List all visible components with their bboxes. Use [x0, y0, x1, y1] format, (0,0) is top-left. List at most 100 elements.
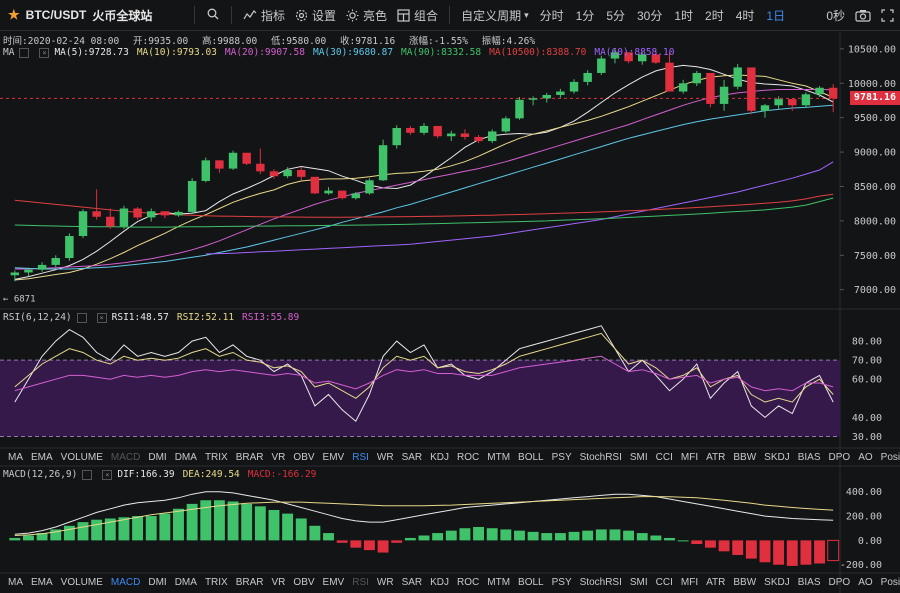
indicator-tab[interactable]: EMV	[322, 451, 345, 463]
indicator-tab[interactable]: WR	[376, 576, 394, 588]
candle-body	[828, 87, 838, 99]
period-tab-active[interactable]: 1日	[766, 8, 786, 23]
indicator-tab[interactable]: DPO	[828, 451, 851, 463]
indicator-tab[interactable]: WR	[376, 451, 394, 463]
indicator-tab[interactable]: CCI	[655, 451, 673, 463]
indicator-tab[interactable]: ATR	[706, 451, 726, 463]
indicator-tab[interactable]: MFI	[680, 576, 699, 588]
indicator-tab[interactable]: VOLUME	[60, 576, 103, 588]
visibility-toggle[interactable]	[19, 47, 30, 58]
indicator-tab[interactable]: BOLL	[518, 576, 544, 588]
candle-body	[187, 180, 197, 212]
star-icon[interactable]: ★	[8, 7, 20, 22]
indicator-tab[interactable]: Position	[880, 451, 900, 463]
indicator-tab[interactable]: EMV	[322, 576, 345, 588]
indicator-tab[interactable]: SMI	[629, 576, 648, 588]
indicator-tab[interactable]: StochRSI	[579, 576, 622, 588]
close-icon[interactable]: ×	[102, 469, 113, 480]
indicator-tab[interactable]: StochRSI	[579, 451, 622, 463]
layout-button[interactable]: 组合	[397, 7, 438, 24]
indicator-tab[interactable]: PSY	[551, 576, 572, 588]
indicator-tab[interactable]: OBV	[293, 451, 315, 463]
indicator-tab[interactable]: SMI	[629, 451, 648, 463]
rsi-line	[14, 332, 834, 403]
indicator-tab[interactable]: SAR	[401, 576, 423, 588]
indicator-tab[interactable]: DMI	[148, 451, 167, 463]
indicator-tab[interactable]: MA	[8, 451, 23, 463]
search-icon[interactable]	[207, 8, 219, 23]
camera-icon[interactable]	[855, 9, 871, 22]
close-icon[interactable]: ×	[96, 312, 107, 323]
indicator-tab[interactable]: EMA	[31, 576, 53, 588]
period-tab[interactable]: 1分	[575, 8, 595, 23]
indicator-tab[interactable]: BRAR	[235, 576, 264, 588]
indicator-tab[interactable]: KDJ	[430, 576, 450, 588]
rsi-axis-label: 40.00	[852, 413, 882, 424]
custom-period-dropdown[interactable]: 自定义周期 ▾	[461, 7, 529, 24]
rsi-axis-label: 30.00	[852, 432, 882, 443]
indicator-tab[interactable]: AO	[858, 451, 873, 463]
indicator-tab[interactable]: CCI	[655, 576, 673, 588]
period-tab[interactable]: 5分	[606, 8, 625, 23]
indicator-tab[interactable]: EMA	[31, 451, 53, 463]
period-tab[interactable]: 1时	[674, 8, 694, 23]
countdown: 0秒	[826, 8, 845, 23]
period-tab[interactable]: 2时	[705, 8, 724, 23]
indicator-tab[interactable]: DMA	[174, 451, 197, 463]
candle-body	[256, 163, 265, 172]
indicator-tab[interactable]: BIAS	[797, 576, 821, 588]
period-tab[interactable]: 4时	[735, 8, 755, 23]
price-axis-label: 9500.00	[854, 113, 896, 124]
indicator-tab[interactable]: SAR	[401, 451, 423, 463]
period-tab[interactable]: 30分	[637, 8, 663, 23]
indicator-tab[interactable]: SKDJ	[764, 451, 790, 463]
ma60-value: MA(60):8858.10	[594, 47, 675, 58]
indicator-tab[interactable]: DPO	[828, 576, 851, 588]
ma10-value: MA(10):9793.03	[136, 47, 217, 58]
indicator-tab[interactable]: MACD	[110, 576, 141, 588]
indicator-tab[interactable]: Position	[880, 576, 900, 588]
indicator-tab[interactable]: VR	[271, 451, 286, 463]
indicator-tab[interactable]: SKDJ	[764, 576, 790, 588]
indicator-tab[interactable]: BBW	[733, 576, 757, 588]
symbol-selector[interactable]: ★ BTC/USDT 火币全球站	[0, 7, 188, 24]
rsi-line	[14, 325, 834, 422]
candle-body	[447, 133, 456, 137]
indicator-tab[interactable]: BOLL	[518, 451, 544, 463]
close-icon[interactable]: ×	[39, 47, 50, 58]
candle-body	[297, 169, 306, 177]
fullscreen-icon[interactable]	[881, 8, 894, 22]
indicator-tab[interactable]: TRIX	[204, 451, 228, 463]
candle-body	[310, 176, 320, 194]
indicator-tab[interactable]: PSY	[551, 451, 572, 463]
indicator-tab[interactable]: OBV	[293, 576, 315, 588]
indicator-tab[interactable]: BIAS	[797, 451, 821, 463]
indicator-label: 指标	[261, 8, 286, 23]
indicator-tab[interactable]: TRIX	[204, 576, 228, 588]
indicator-tab[interactable]: MFI	[680, 451, 699, 463]
indicator-tab[interactable]: DMA	[174, 576, 197, 588]
indicator-tab[interactable]: MA	[8, 576, 23, 588]
indicator-tab[interactable]: BBW	[733, 451, 757, 463]
indicator-tab[interactable]: ROC	[457, 451, 480, 463]
indicator-tab[interactable]: MTM	[487, 451, 511, 463]
indicator-tab[interactable]: ATR	[706, 576, 726, 588]
indicator-button[interactable]: 指标	[243, 7, 285, 24]
indicator-tab[interactable]: KDJ	[430, 451, 450, 463]
indicator-tab[interactable]: ROC	[457, 576, 480, 588]
indicator-tab[interactable]: RSI	[352, 576, 369, 588]
indicator-tab[interactable]: MTM	[487, 576, 511, 588]
indicator-tab[interactable]: VR	[271, 576, 286, 588]
settings-button[interactable]: 设置	[295, 7, 336, 24]
period-tab[interactable]: 分时	[539, 8, 564, 23]
indicator-tab[interactable]: VOLUME	[60, 451, 103, 463]
visibility-toggle[interactable]	[76, 312, 87, 323]
indicator-tab[interactable]: MACD	[110, 451, 141, 463]
light-theme-button[interactable]: 亮色	[346, 7, 387, 24]
indicator-tab[interactable]: RSI	[352, 451, 369, 463]
visibility-toggle[interactable]	[82, 469, 93, 480]
indicator-tab[interactable]: DMI	[148, 576, 167, 588]
indicator-tab[interactable]: BRAR	[235, 451, 264, 463]
indicator-tab[interactable]: AO	[858, 576, 873, 588]
